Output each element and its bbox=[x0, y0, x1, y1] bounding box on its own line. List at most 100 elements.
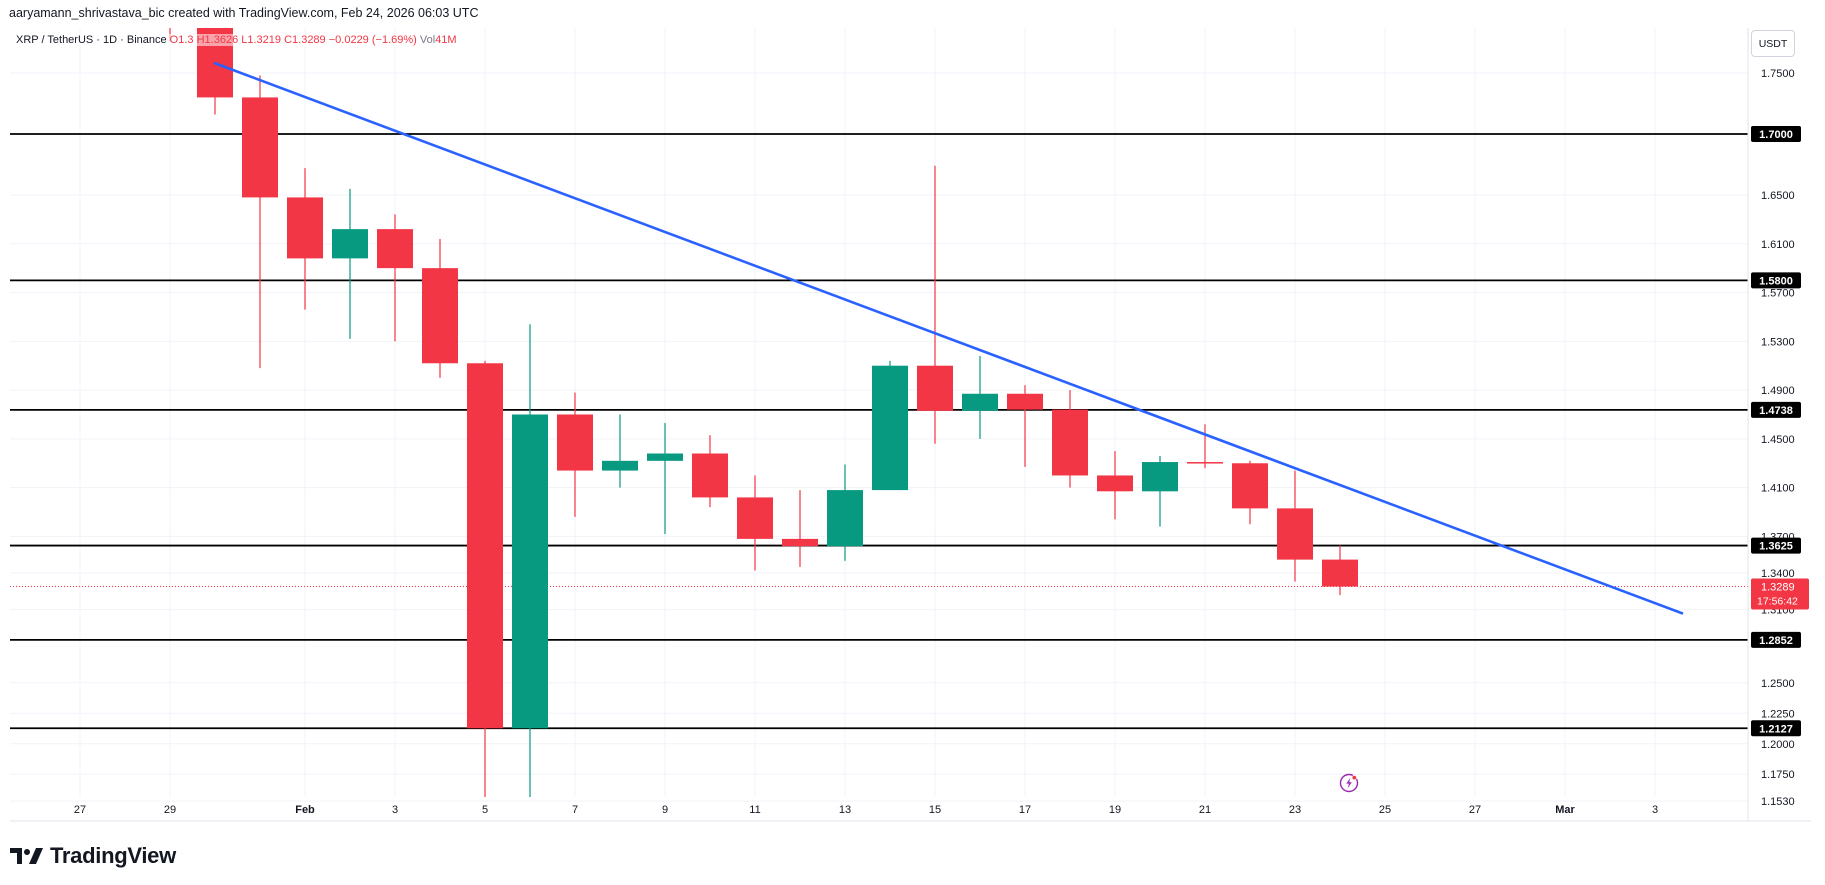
last-price-label: 1.3289 bbox=[1761, 582, 1795, 594]
level-price-label: 1.3625 bbox=[1759, 541, 1793, 553]
candle[interactable] bbox=[287, 168, 323, 310]
x-axis-tick-label: 23 bbox=[1289, 804, 1301, 816]
last-price-tag-bg bbox=[1751, 578, 1809, 610]
x-axis-tick-label: 5 bbox=[482, 804, 488, 816]
legend-volume: 41M bbox=[435, 34, 457, 46]
axes: 1.7500 1.6500 1.6100 1.5700 1.5300 1.4900 1.45… bbox=[10, 28, 1811, 822]
candle-body bbox=[1277, 508, 1313, 560]
y-axis-tick-label: 1.4500 bbox=[1761, 434, 1795, 446]
candle[interactable] bbox=[917, 165, 953, 444]
candle[interactable] bbox=[557, 392, 593, 517]
candle[interactable] bbox=[872, 360, 908, 491]
candle-body bbox=[287, 197, 323, 259]
y-axis-tick-label: 1.2500 bbox=[1761, 678, 1795, 690]
candle-body bbox=[332, 229, 368, 259]
candle-body bbox=[647, 453, 683, 461]
legend-change: −0.0229 (−1.69%) bbox=[328, 34, 417, 46]
tradingview-brand[interactable]: TradingView bbox=[10, 843, 176, 869]
candle[interactable] bbox=[647, 423, 683, 534]
candle-body bbox=[1052, 409, 1088, 476]
candle[interactable] bbox=[1097, 451, 1133, 520]
candle-body bbox=[1322, 559, 1358, 587]
candle-body bbox=[512, 414, 548, 729]
candle-body bbox=[242, 97, 278, 198]
candle[interactable] bbox=[782, 490, 818, 567]
x-axis-tick-label: 25 bbox=[1379, 804, 1391, 816]
candle-body bbox=[1007, 393, 1043, 410]
candle-body bbox=[152, 0, 188, 12]
candle[interactable] bbox=[737, 475, 773, 571]
descending-trendline[interactable] bbox=[213, 61, 1684, 615]
level-price-label: 1.2852 bbox=[1759, 635, 1793, 647]
y-axis-tick-label: 1.6100 bbox=[1761, 239, 1795, 251]
candle-body bbox=[467, 363, 503, 729]
y-axis-tick-label: 1.5700 bbox=[1761, 288, 1795, 300]
candle[interactable] bbox=[962, 355, 998, 439]
y-axis-tick-label: 1.2250 bbox=[1761, 708, 1795, 720]
level-price-label: 1.7000 bbox=[1759, 129, 1793, 141]
level-price-tag-bg bbox=[1751, 631, 1801, 648]
y-axis-tick-label: 1.6500 bbox=[1761, 190, 1795, 202]
candle[interactable] bbox=[332, 188, 368, 339]
x-axis-tick-label: 29 bbox=[164, 804, 176, 816]
symbol-name[interactable]: XRP / TetherUS · 1D · Binance bbox=[16, 34, 167, 46]
candle[interactable] bbox=[1007, 385, 1043, 467]
candle[interactable] bbox=[422, 238, 458, 378]
candle-body bbox=[917, 365, 953, 411]
candle-body bbox=[1142, 462, 1178, 492]
level-price-label: 1.4738 bbox=[1759, 405, 1793, 417]
candle[interactable] bbox=[827, 464, 863, 561]
level-price-tag: 1.2852 bbox=[1751, 631, 1801, 648]
candle[interactable] bbox=[1142, 455, 1178, 527]
level-price-label: 1.2127 bbox=[1759, 723, 1793, 735]
candle[interactable] bbox=[1052, 390, 1088, 488]
candle-body bbox=[602, 460, 638, 471]
x-axis-tick-label: 3 bbox=[1652, 804, 1658, 816]
candle[interactable] bbox=[197, 2, 233, 115]
x-axis-tick-label: 27 bbox=[1469, 804, 1481, 816]
candle[interactable] bbox=[602, 414, 638, 488]
legend-high: H1.3626 bbox=[196, 34, 239, 46]
level-price-tag-bg bbox=[1751, 126, 1801, 142]
candle[interactable] bbox=[1232, 460, 1268, 525]
y-axis-tick-label: 1.2000 bbox=[1761, 739, 1795, 751]
candle[interactable] bbox=[692, 435, 728, 508]
candle[interactable] bbox=[467, 360, 503, 841]
x-axis-tick-label: 17 bbox=[1019, 804, 1031, 816]
x-axis-tick-label: Feb bbox=[295, 804, 315, 816]
candle[interactable] bbox=[1187, 424, 1223, 469]
y-axis-tick-label: 1.7500 bbox=[1761, 68, 1795, 80]
candle-body bbox=[827, 490, 863, 547]
lightning-replay-icon[interactable] bbox=[1338, 772, 1360, 794]
level-price-tag-bg bbox=[1751, 720, 1801, 737]
candle-body bbox=[197, 28, 233, 98]
bar-countdown-label: 17:56:42 bbox=[1757, 596, 1798, 608]
x-axis-tick-label: 9 bbox=[662, 804, 668, 816]
level-price-tag: 1.3625 bbox=[1751, 537, 1801, 554]
candle-body bbox=[377, 229, 413, 269]
level-price-tag: 1.4738 bbox=[1751, 401, 1801, 418]
candle[interactable] bbox=[1277, 470, 1313, 582]
last-price-tag: 1.3289 17:56:42 bbox=[1751, 578, 1809, 610]
candle[interactable] bbox=[377, 214, 413, 342]
legend-open: O1.3 bbox=[169, 34, 194, 46]
candle[interactable] bbox=[152, 0, 188, 42]
x-axis-tick-label: 13 bbox=[839, 804, 851, 816]
symbol-legend: XRP / TetherUS · 1D · Binance O1.3 H1.36… bbox=[14, 34, 459, 46]
candle-body bbox=[1232, 463, 1268, 509]
candle[interactable] bbox=[512, 324, 548, 801]
y-axis-tick-label: 1.1530 bbox=[1761, 796, 1795, 808]
x-axis-tick-label: Mar bbox=[1555, 804, 1575, 816]
candle-body bbox=[422, 268, 458, 364]
trendline-layer bbox=[213, 61, 1684, 615]
x-axis-tick-label: 15 bbox=[929, 804, 941, 816]
candle[interactable] bbox=[242, 75, 278, 369]
currency-unit-button[interactable]: USDT bbox=[1751, 30, 1795, 57]
level-price-label: 1.5800 bbox=[1759, 275, 1793, 287]
legend-close: C1.3289 bbox=[284, 34, 326, 46]
y-axis-tick-label: 1.4900 bbox=[1761, 385, 1795, 397]
x-axis-tick-label: 19 bbox=[1109, 804, 1121, 816]
level-price-tag-bg bbox=[1751, 272, 1801, 289]
candle[interactable] bbox=[1322, 545, 1358, 596]
